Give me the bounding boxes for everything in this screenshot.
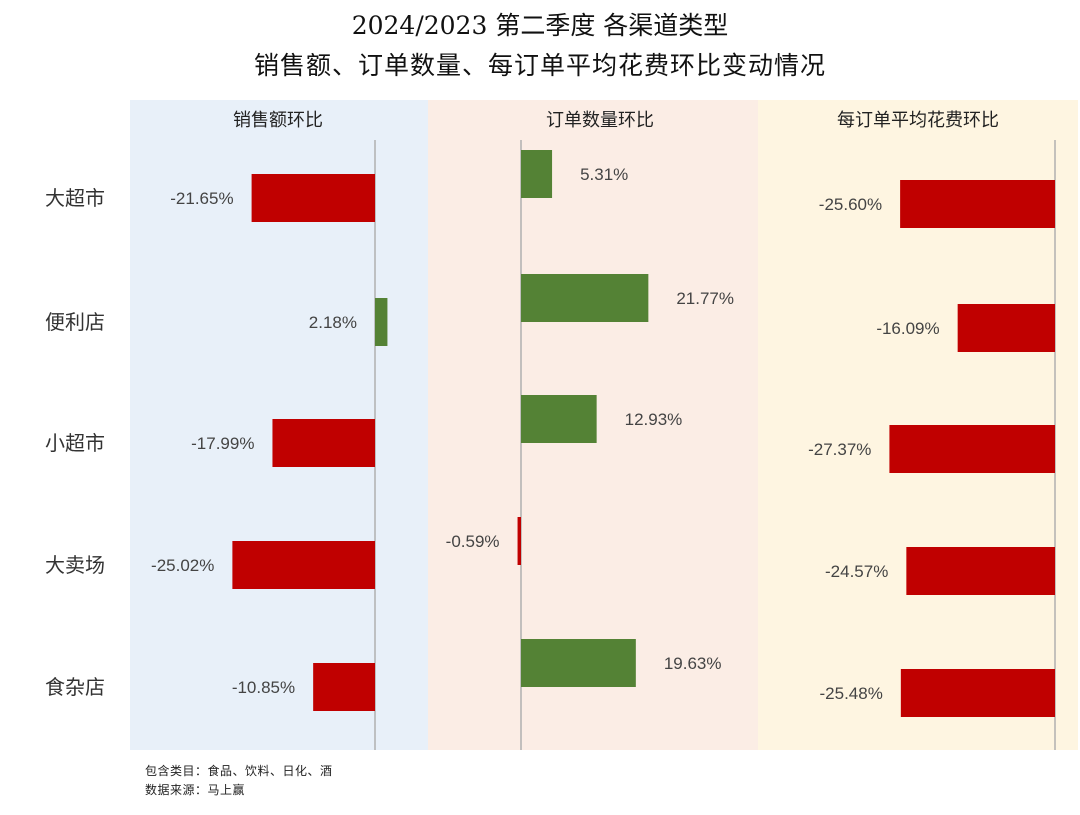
bar xyxy=(521,639,636,687)
category-label: 大超市 xyxy=(45,186,105,210)
category-label: 便利店 xyxy=(45,310,105,334)
panel-title: 订单数量环比 xyxy=(546,110,654,131)
data-label: 5.31% xyxy=(580,165,628,184)
chart-title-line2: 销售额、订单数量、每订单平均花费环比变动情况 xyxy=(253,51,826,80)
bar xyxy=(517,517,521,565)
panel-title: 每订单平均花费环比 xyxy=(837,110,999,131)
data-label: -27.37% xyxy=(808,440,871,459)
bar xyxy=(521,150,553,198)
bar xyxy=(900,669,1055,717)
data-label: -25.02% xyxy=(151,556,214,575)
data-label: -25.48% xyxy=(820,684,883,703)
data-label: -16.09% xyxy=(876,319,939,338)
data-label: 21.77% xyxy=(676,289,734,308)
data-label: 2.18% xyxy=(309,313,357,332)
category-label: 食杂店 xyxy=(45,675,105,699)
category-label: 小超市 xyxy=(45,431,105,455)
bar xyxy=(957,304,1055,352)
bar xyxy=(375,298,388,346)
data-label: -25.60% xyxy=(819,195,882,214)
bar xyxy=(313,663,375,711)
bar xyxy=(521,395,597,443)
bar xyxy=(900,180,1055,228)
data-label: -10.85% xyxy=(232,678,295,697)
bar xyxy=(906,547,1055,595)
footnote-categories: 包含类目：食品、饮料、日化、酒 xyxy=(145,764,333,778)
panel-title: 销售额环比 xyxy=(233,110,323,131)
bar xyxy=(272,419,375,467)
data-label: -17.99% xyxy=(191,434,254,453)
footnote-source: 数据来源：马上赢 xyxy=(145,783,246,797)
bar xyxy=(889,425,1055,473)
chart-title-line1: 2024/2023 第二季度 各渠道类型 xyxy=(351,11,729,40)
bar xyxy=(232,541,375,589)
bar xyxy=(521,274,649,322)
data-label: 19.63% xyxy=(664,654,722,673)
category-label: 大卖场 xyxy=(45,553,105,577)
data-label: -0.59% xyxy=(446,532,500,551)
bar xyxy=(251,174,375,222)
data-label: 12.93% xyxy=(625,410,683,429)
data-label: -21.65% xyxy=(170,189,233,208)
data-label: -24.57% xyxy=(825,562,888,581)
